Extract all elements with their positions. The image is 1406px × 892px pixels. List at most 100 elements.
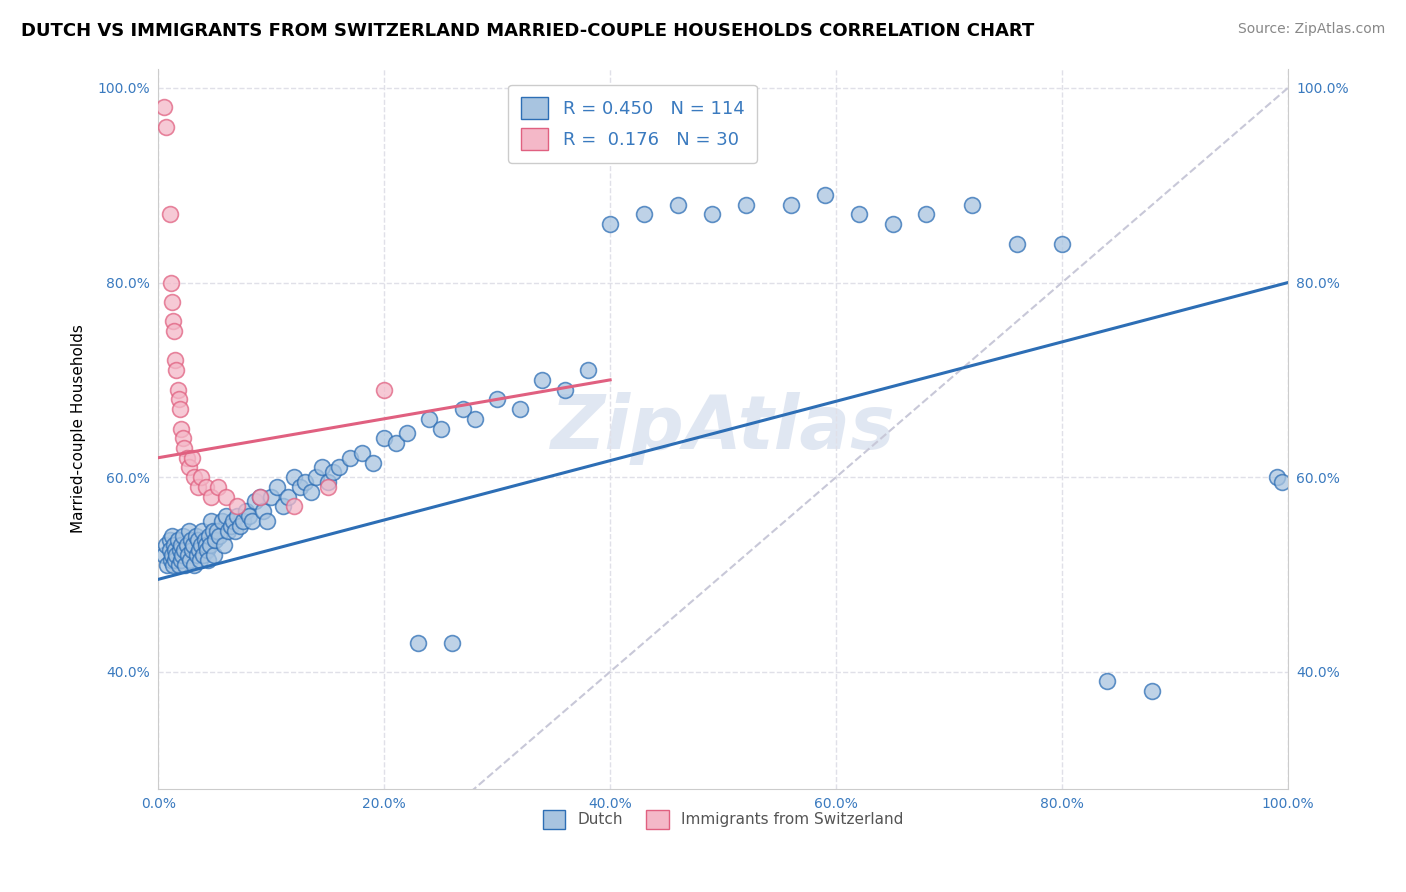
Point (169, 543, 191, 558)
Point (183, 558, 205, 572)
Point (173, 543, 195, 558)
Point (328, 460, 350, 475)
Point (305, 470, 328, 484)
Point (193, 548, 215, 562)
Point (163, 538, 186, 552)
Point (190, 470, 212, 484)
Point (226, 509, 249, 524)
Point (245, 494, 267, 508)
Point (167, 558, 190, 572)
Point (170, 538, 193, 552)
Point (188, 553, 211, 567)
Point (1271, 475, 1294, 489)
Point (190, 538, 212, 552)
Point (915, 207, 938, 221)
Point (486, 392, 509, 407)
Point (165, 363, 187, 377)
Point (179, 553, 201, 567)
Point (464, 411, 486, 425)
Point (187, 480, 209, 494)
Point (249, 490, 271, 504)
Point (208, 528, 231, 542)
Point (509, 402, 531, 417)
Point (200, 538, 222, 552)
Point (162, 558, 184, 572)
Point (194, 480, 217, 494)
Point (207, 480, 229, 494)
Point (215, 509, 238, 524)
Point (195, 543, 218, 558)
Point (197, 553, 219, 567)
Point (173, 441, 195, 455)
Point (316, 475, 339, 489)
Point (211, 514, 233, 528)
Point (159, 207, 181, 221)
Point (429, 421, 451, 435)
Point (228, 518, 250, 533)
Point (219, 518, 242, 533)
Point (205, 524, 228, 538)
Point (194, 533, 217, 548)
Point (252, 504, 274, 518)
Point (215, 490, 238, 504)
Text: ZipAtlas: ZipAtlas (551, 392, 896, 465)
Point (159, 533, 181, 548)
Point (316, 480, 339, 494)
Point (350, 446, 373, 460)
Point (271, 500, 294, 514)
Point (177, 524, 200, 538)
Point (700, 207, 723, 221)
Point (339, 450, 361, 465)
Point (183, 538, 205, 552)
Point (160, 528, 183, 542)
Point (277, 490, 299, 504)
Point (238, 509, 260, 524)
Point (169, 402, 191, 417)
Point (177, 460, 200, 475)
Point (165, 553, 187, 567)
Point (180, 533, 202, 548)
Point (453, 402, 475, 417)
Point (235, 504, 257, 518)
Point (960, 198, 983, 212)
Point (779, 198, 801, 212)
Point (848, 207, 870, 221)
Point (212, 538, 235, 552)
Point (155, 120, 177, 134)
Point (418, 411, 440, 425)
Point (159, 276, 181, 290)
Point (283, 500, 305, 514)
Point (249, 490, 271, 504)
Point (156, 558, 179, 572)
Point (153, 548, 176, 562)
Point (200, 514, 222, 528)
Point (599, 217, 621, 231)
Point (167, 392, 190, 407)
Point (163, 324, 186, 338)
Point (882, 217, 904, 231)
Point (194, 538, 217, 552)
Point (184, 528, 207, 542)
Point (159, 553, 181, 567)
Point (576, 363, 599, 377)
Point (232, 514, 254, 528)
Point (256, 514, 278, 528)
Point (283, 470, 305, 484)
Point (1005, 236, 1028, 251)
Point (165, 353, 187, 368)
Point (181, 543, 204, 558)
Point (373, 431, 395, 445)
Point (666, 198, 689, 212)
Point (633, 207, 655, 221)
Point (294, 475, 316, 489)
Point (406, 635, 429, 649)
Point (191, 524, 214, 538)
Point (814, 188, 837, 202)
Point (224, 524, 246, 538)
Point (160, 295, 183, 310)
Point (384, 436, 406, 450)
Y-axis label: Married-couple Households: Married-couple Households (72, 324, 86, 533)
Point (165, 543, 187, 558)
Point (153, 100, 176, 114)
Point (734, 198, 756, 212)
